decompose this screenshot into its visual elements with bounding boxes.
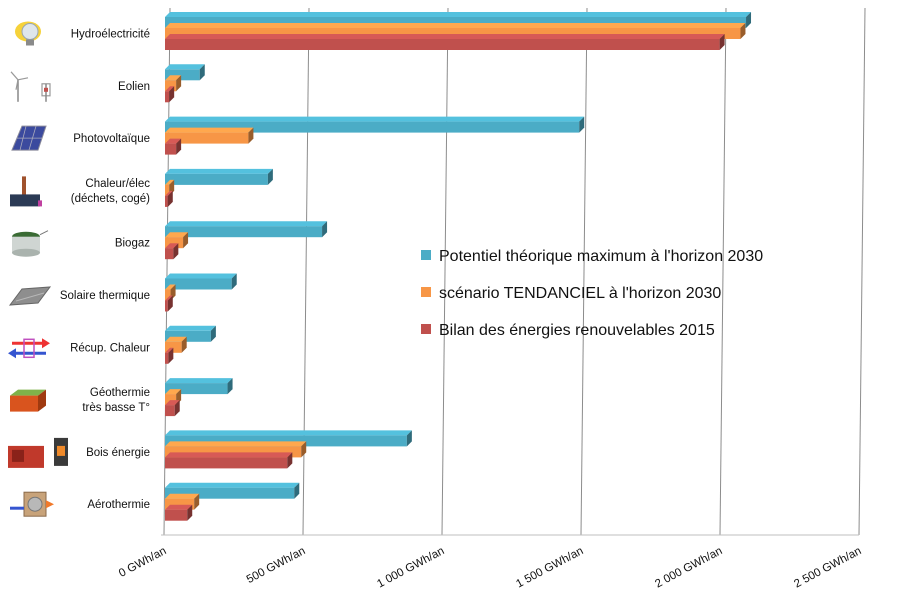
category-label: Géothermie très basse T° [82, 387, 150, 414]
bar [165, 168, 273, 185]
gridline [302, 7, 310, 536]
bar [165, 325, 216, 342]
category-label: Biogaz [115, 238, 150, 250]
heat-recovery-icon [8, 338, 50, 359]
gridline [858, 7, 866, 536]
x-tick-label: 2 500 GWh/an [792, 545, 863, 590]
bar [165, 482, 300, 499]
wood-stove-icon [8, 437, 68, 468]
legend-swatch [421, 324, 431, 334]
legend: Potentiel théorique maximum à l'horizon … [421, 248, 763, 339]
bar [165, 347, 174, 364]
bar [165, 64, 205, 81]
heat-pump-icon [10, 491, 54, 517]
bar [165, 336, 187, 353]
gridline [580, 7, 588, 536]
geothermal-icon [10, 389, 46, 412]
bar [165, 86, 175, 103]
icons-layer [8, 21, 68, 517]
gridline [719, 7, 727, 536]
bar [165, 273, 237, 290]
bar [165, 75, 182, 92]
bar [165, 493, 200, 510]
bar [165, 430, 412, 447]
solar-thermal-icon [8, 286, 52, 306]
bar [165, 221, 328, 238]
x-tick-label: 1 500 GWh/an [514, 545, 585, 590]
category-label: Solaire thermique [60, 290, 150, 302]
legend-swatch [421, 250, 431, 260]
bar [165, 190, 173, 207]
bar [165, 378, 233, 395]
wind-turbine-icon [10, 71, 51, 102]
bar [165, 441, 307, 458]
bar [165, 400, 180, 417]
bar [165, 116, 585, 133]
legend-swatch [421, 287, 431, 297]
bar [165, 12, 752, 28]
bar [165, 295, 173, 312]
bar [165, 504, 193, 521]
x-tick-label: 500 GWh/an [245, 545, 308, 586]
hydro-icon [15, 21, 41, 46]
gridline [441, 7, 449, 536]
bar [165, 127, 254, 144]
bar [165, 243, 179, 260]
bar [165, 34, 725, 50]
category-label: Aérothermie [87, 499, 150, 511]
category-label: Photovoltaïque [73, 133, 150, 145]
category-label: Bois énergie [86, 447, 150, 459]
category-label: Hydroélectricité [71, 29, 150, 41]
legend-label: Bilan des énergies renouvelables 2015 [439, 322, 715, 339]
bars-layer [165, 12, 752, 521]
x-tick-label: 0 GWh/an [117, 545, 168, 580]
bar [165, 138, 182, 155]
legend-label: scénario TENDANCIEL à l'horizon 2030 [439, 285, 721, 302]
category-label: Récup. Chaleur [70, 342, 150, 354]
category-label: Eolien [118, 81, 150, 93]
category-label: Chaleur/élec (déchets, cogé) [71, 178, 151, 205]
x-tick-label: 2 000 GWh/an [653, 545, 724, 590]
legend-label: Potentiel théorique maximum à l'horizon … [439, 248, 763, 265]
bar [165, 232, 189, 249]
biogas-tank-icon [12, 230, 49, 257]
grid-layer [161, 7, 866, 536]
bar [165, 23, 746, 39]
bar [165, 452, 293, 469]
waste-incinerator-icon [10, 176, 42, 207]
x-tick-label: 1 000 GWh/an [375, 545, 446, 590]
solar-panel-icon [11, 125, 47, 151]
